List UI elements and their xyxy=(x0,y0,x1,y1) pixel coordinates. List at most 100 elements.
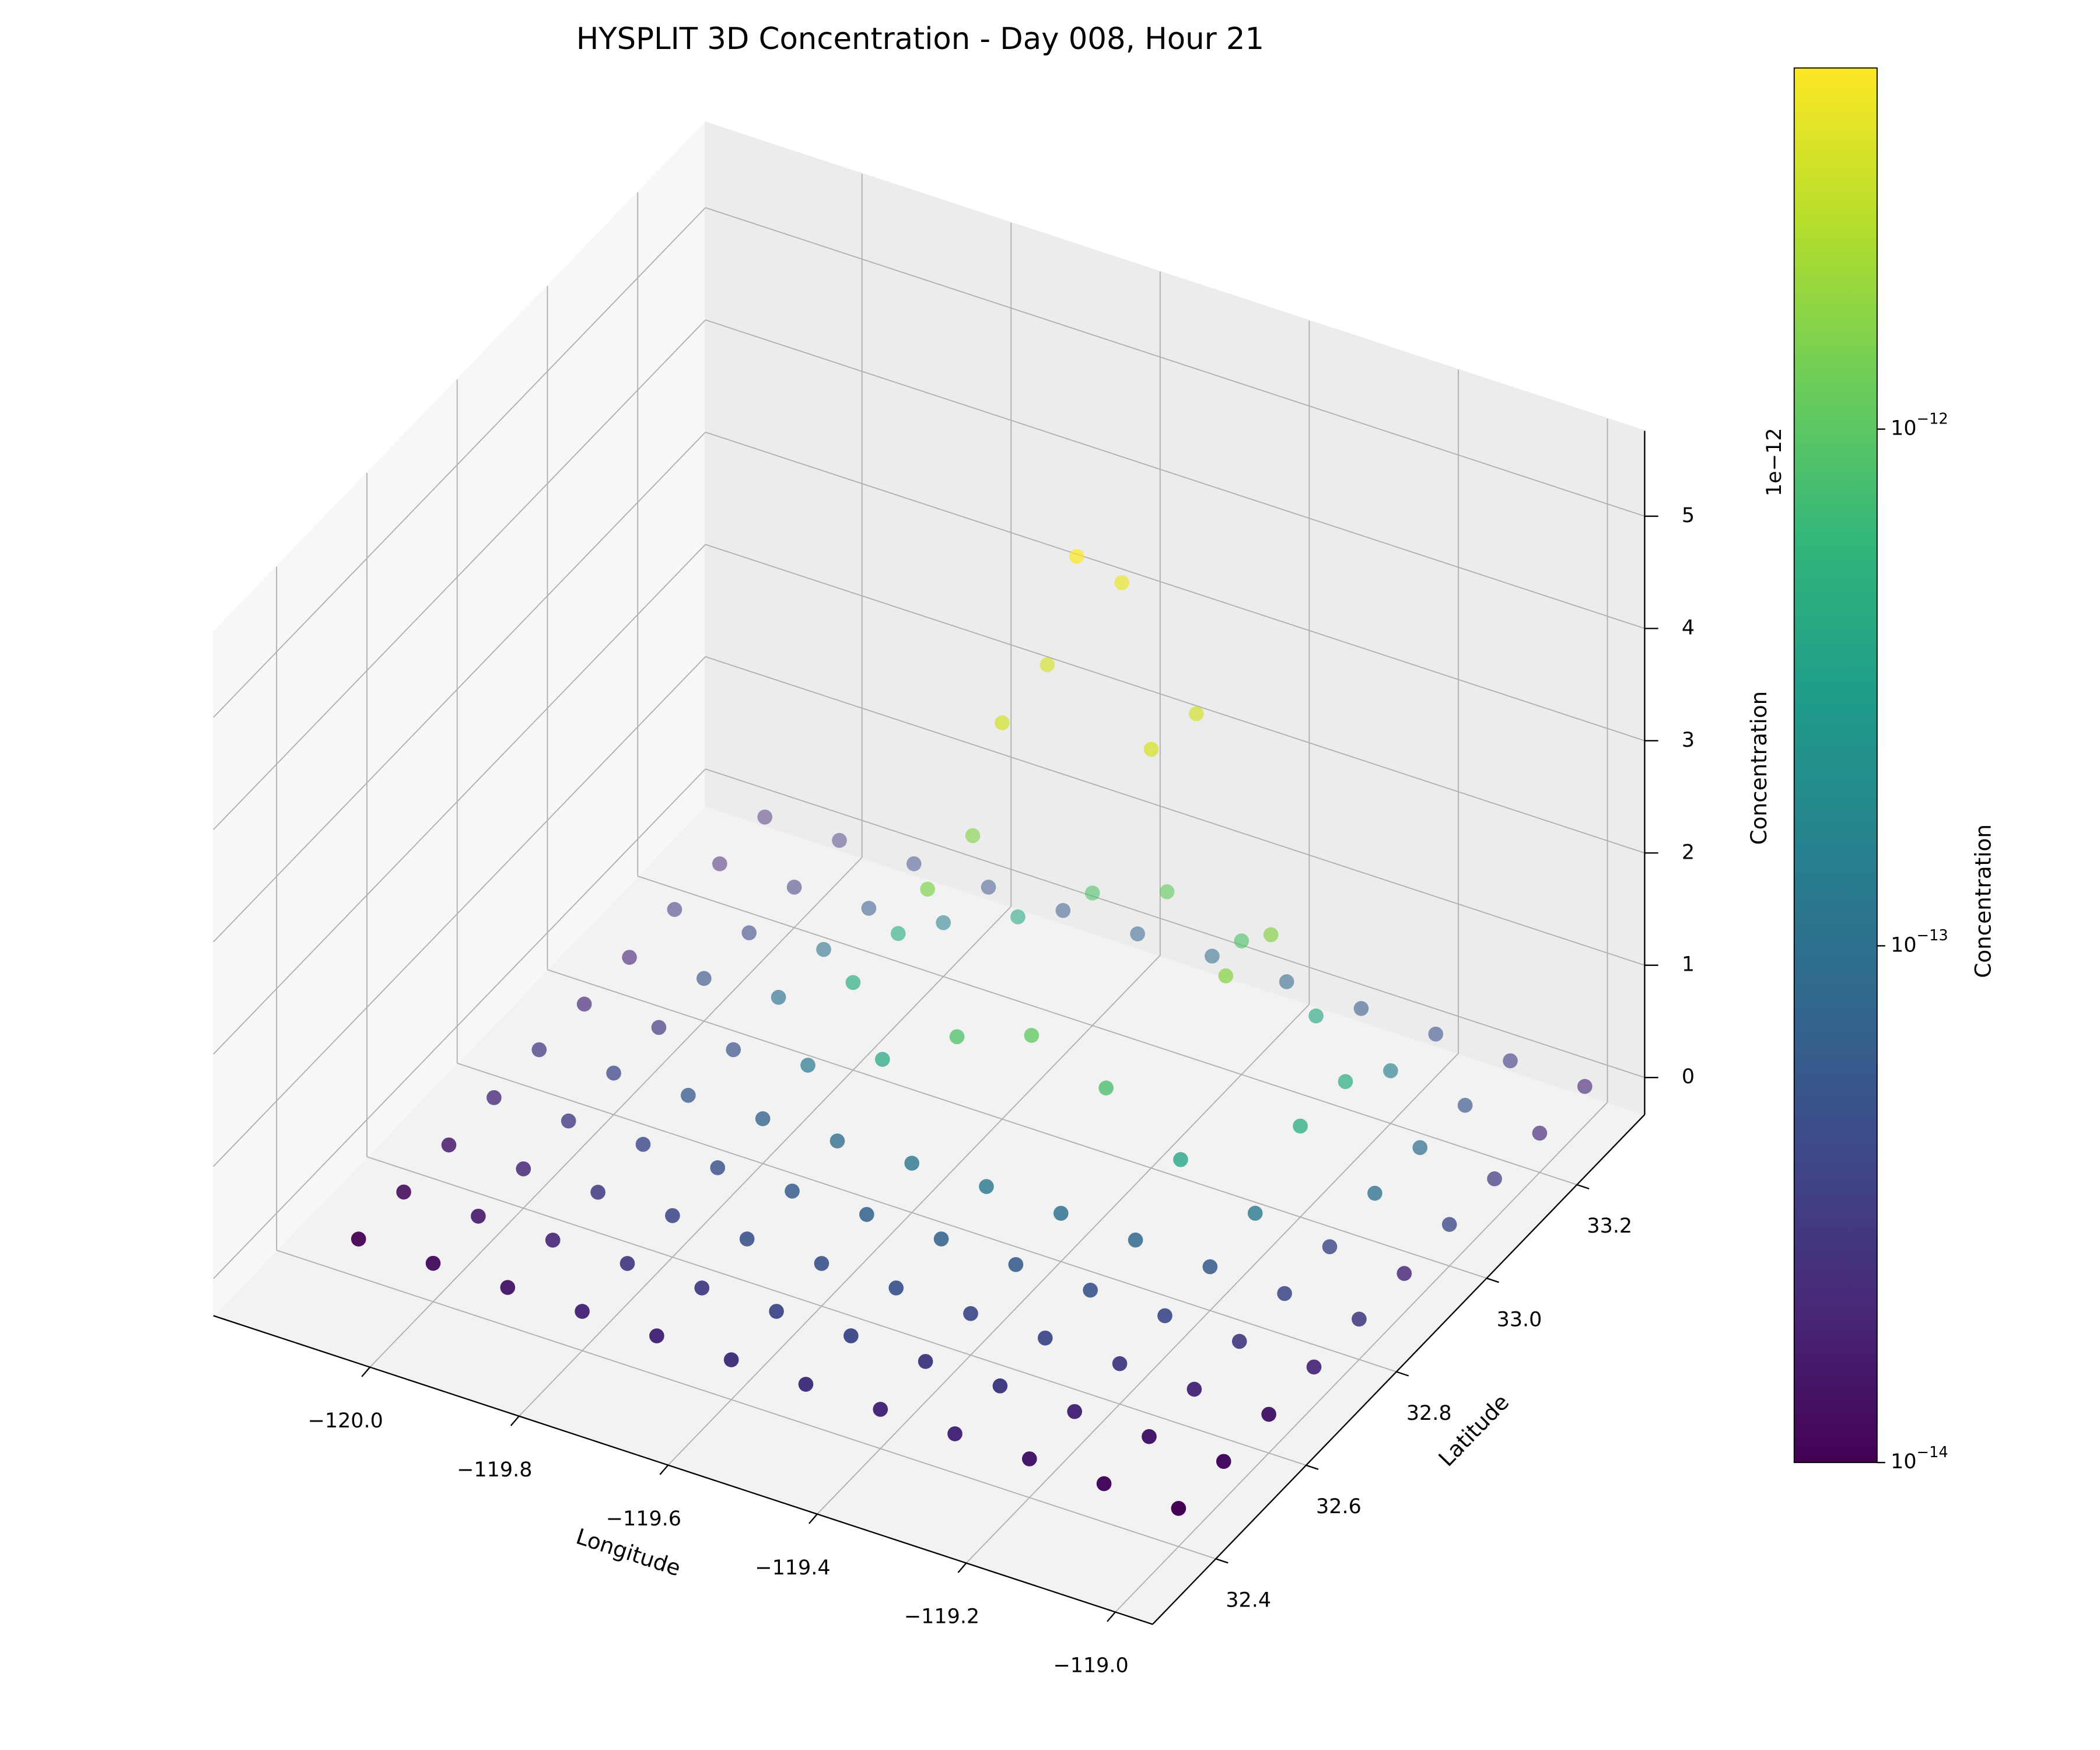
data-point xyxy=(965,828,981,844)
data-point xyxy=(1277,1286,1292,1301)
y-tick xyxy=(1215,1558,1228,1564)
data-point xyxy=(665,1208,680,1223)
data-point xyxy=(425,1255,441,1271)
grid-line xyxy=(213,319,706,830)
data-point xyxy=(1367,1185,1382,1201)
data-point xyxy=(1021,1451,1037,1466)
data-point xyxy=(814,1256,830,1271)
data-point xyxy=(1322,1239,1338,1255)
z-tick-label: 4 xyxy=(1682,616,1695,639)
z-offset-label: 1e−12 xyxy=(1763,428,1786,496)
data-point xyxy=(1143,741,1159,757)
colorbar-tick-base: 10 xyxy=(1891,1450,1916,1474)
data-point xyxy=(667,902,682,917)
data-point xyxy=(576,996,592,1012)
data-point xyxy=(1383,1063,1398,1079)
data-point xyxy=(396,1184,411,1200)
colorbar-label: Concentration xyxy=(1970,824,1996,978)
data-point xyxy=(755,1111,771,1126)
grid-line xyxy=(457,1062,1397,1373)
z-tick-label: 5 xyxy=(1682,504,1695,527)
data-point xyxy=(1083,1282,1098,1298)
x-tick-label: −119.4 xyxy=(755,1556,830,1580)
grid-line xyxy=(547,969,1487,1279)
z-tick-label: 0 xyxy=(1682,1065,1695,1088)
data-point xyxy=(351,1231,366,1247)
grid-line xyxy=(817,1004,1310,1515)
data-point xyxy=(1142,1429,1157,1444)
data-point xyxy=(1040,657,1055,673)
grid-line xyxy=(667,955,1161,1466)
data-point xyxy=(1205,949,1220,964)
grid-line xyxy=(705,319,1645,629)
data-point xyxy=(1171,1500,1186,1516)
data-point xyxy=(471,1209,486,1224)
grid-line xyxy=(276,1250,1216,1560)
x-tick-label: −119.6 xyxy=(606,1507,681,1531)
data-point xyxy=(1263,927,1279,943)
grid-line xyxy=(213,656,706,1167)
data-point xyxy=(726,1042,741,1058)
data-point xyxy=(1441,1217,1457,1232)
data-point xyxy=(874,1052,890,1067)
data-point xyxy=(1532,1125,1548,1141)
colorbar xyxy=(1793,67,1878,1464)
data-point xyxy=(1261,1406,1276,1422)
data-point xyxy=(786,880,802,895)
data-point xyxy=(620,1256,635,1271)
data-point xyxy=(1308,1008,1324,1024)
data-point xyxy=(710,1160,726,1175)
data-point xyxy=(1202,1259,1218,1275)
data-point xyxy=(739,1231,755,1247)
data-point xyxy=(981,879,996,895)
data-point xyxy=(816,942,831,957)
y-tick-label: 33.2 xyxy=(1587,1214,1632,1238)
x-tick-label: −119.2 xyxy=(904,1605,979,1629)
data-point xyxy=(1216,1454,1231,1469)
data-point xyxy=(516,1161,531,1177)
data-point xyxy=(933,1231,949,1247)
data-point xyxy=(1024,1028,1040,1043)
data-point xyxy=(487,1090,502,1105)
data-point xyxy=(1412,1140,1428,1156)
x-tick xyxy=(808,1513,818,1524)
data-point xyxy=(575,1304,590,1319)
grid-line xyxy=(965,1053,1459,1564)
data-point xyxy=(800,1058,816,1073)
grid-line xyxy=(637,876,1577,1185)
colorbar-tick-label: 10−12 xyxy=(1891,410,1948,440)
x-tick xyxy=(361,1366,371,1377)
data-point xyxy=(1037,1330,1053,1346)
grid-line xyxy=(519,906,1012,1417)
data-point xyxy=(694,1280,710,1296)
x-tick xyxy=(957,1562,967,1573)
x-tick-label: −119.0 xyxy=(1053,1654,1128,1678)
data-point xyxy=(1069,549,1084,564)
data-point xyxy=(890,926,906,942)
colorbar-tick-exponent: −13 xyxy=(1917,927,1948,944)
z-tick-label: 2 xyxy=(1682,841,1695,864)
data-point xyxy=(771,989,786,1005)
colorbar-tick-exponent: −14 xyxy=(1917,1444,1948,1461)
data-point xyxy=(979,1179,994,1194)
data-point xyxy=(757,809,773,825)
data-point xyxy=(920,881,935,897)
data-point xyxy=(888,1280,904,1296)
grid-line xyxy=(705,544,1645,854)
data-point xyxy=(1247,1206,1263,1221)
data-point xyxy=(949,1029,965,1045)
data-point xyxy=(1293,1118,1308,1134)
data-point xyxy=(649,1328,664,1343)
y-axis-line xyxy=(1152,1114,1646,1625)
y-tick xyxy=(1306,1464,1319,1471)
data-point xyxy=(844,1328,859,1343)
grid-line xyxy=(213,768,706,1279)
y-tick-label: 32.4 xyxy=(1226,1588,1271,1612)
grid-line xyxy=(213,544,706,1055)
data-point xyxy=(590,1185,606,1200)
y-tick-label: 32.6 xyxy=(1316,1495,1362,1518)
data-point xyxy=(798,1377,814,1392)
data-point xyxy=(1053,1206,1069,1221)
data-point xyxy=(1353,1000,1369,1016)
